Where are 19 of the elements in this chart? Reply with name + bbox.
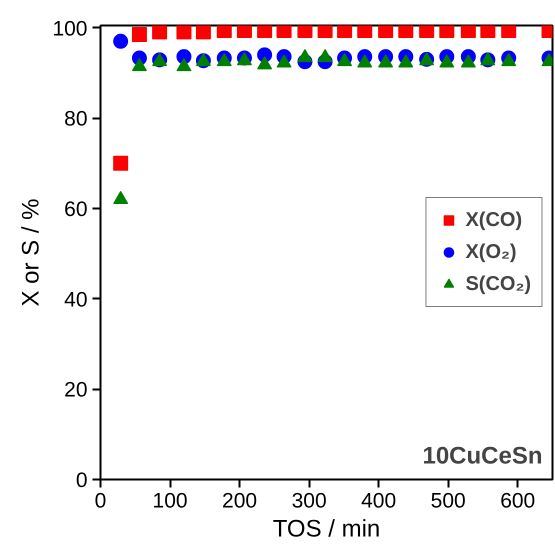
y-tick-label: 20 [64,378,88,402]
y-tick-label: 0 [76,469,88,492]
y-tick-label: 100 [52,17,88,40]
x-tick-label: 400 [361,490,396,512]
legend-label: X(O₂) [465,240,517,264]
x-tick-label: 600 [500,490,536,512]
y-tick-label: 60 [64,198,88,221]
x-axis-title: TOS / min [272,516,380,542]
y-tick-label: 40 [64,288,88,312]
y-axis-title: X or S / % [17,198,44,307]
x-tick-label: 100 [152,490,188,512]
x-tick-label: 300 [292,490,327,512]
x-tick-label: 0 [94,490,106,512]
legend-label: S(CO₂) [465,272,531,296]
legend-label: X(CO) [465,208,522,232]
x-tick-label: 200 [222,490,258,512]
x-tick-label: 500 [430,490,466,512]
y-tick-label: 80 [64,108,88,131]
annotation: 10CuCeSn [422,442,543,470]
